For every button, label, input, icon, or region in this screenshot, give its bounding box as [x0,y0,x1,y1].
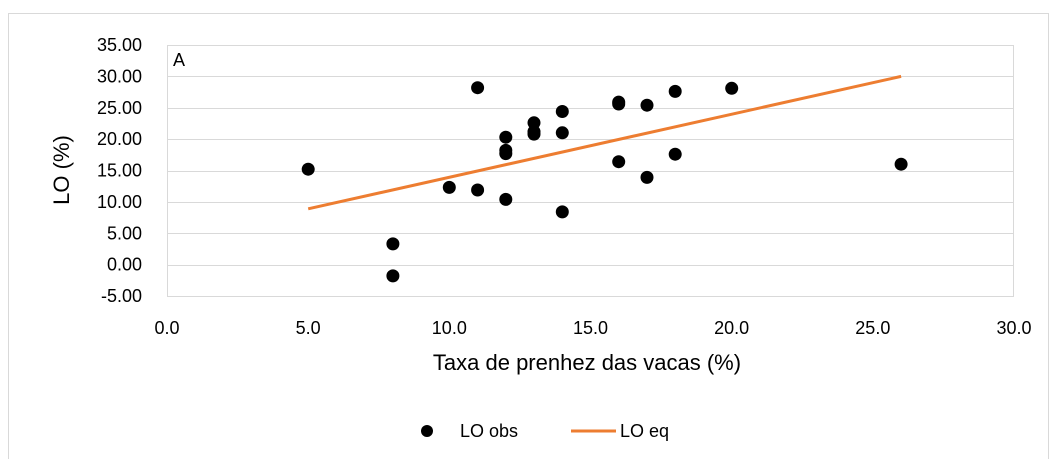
x-tick-label: 25.0 [855,318,890,338]
data-point [725,81,739,95]
y-tick-label: 20.00 [97,129,142,149]
x-tick-label: 5.0 [296,318,321,338]
data-point [555,105,569,118]
data-point [442,180,456,194]
legend-marker-lo-obs [421,425,433,437]
x-tick-label: 10.0 [432,318,467,338]
y-axis-title: LO (%) [49,135,74,205]
data-point [640,170,654,184]
legend-label-lo-obs: LO obs [460,421,518,441]
data-point [555,126,569,140]
data-point [640,98,654,112]
data-point [499,130,513,144]
data-point [386,237,400,251]
data-point [527,127,541,141]
data-point [471,81,485,95]
y-tick-label: 10.00 [97,192,142,212]
data-point [668,84,682,98]
data-point [499,192,513,206]
y-tick-label: 25.00 [97,98,142,118]
data-point [894,157,908,171]
data-point [612,97,626,111]
data-point [301,162,315,176]
data-point [668,147,682,161]
y-tick-label: 35.00 [97,35,142,55]
trend-line-lo-eq [307,74,902,211]
chart-border [8,13,1049,459]
data-point [386,269,400,283]
y-tick-label: 15.00 [97,161,142,181]
x-tick-label: 15.0 [573,318,608,338]
y-tick-label: 0.00 [107,255,142,275]
legend-label-lo-eq: LO eq [620,421,669,441]
y-tick-label: 30.00 [97,66,142,86]
x-tick-label: 20.0 [714,318,749,338]
x-axis-title: Taxa de prenhez das vacas (%) [433,350,741,375]
data-point [471,183,485,197]
y-tick-label: 5.00 [107,223,142,243]
x-tick-label: 30.0 [996,318,1031,338]
data-point [555,205,569,219]
data-point [612,155,626,169]
panel-label: A [173,50,185,70]
data-point [499,147,513,161]
x-tick-label: 0.0 [154,318,179,338]
y-tick-label: -5.00 [101,286,142,306]
legend: LO obs LO eq [421,421,669,441]
